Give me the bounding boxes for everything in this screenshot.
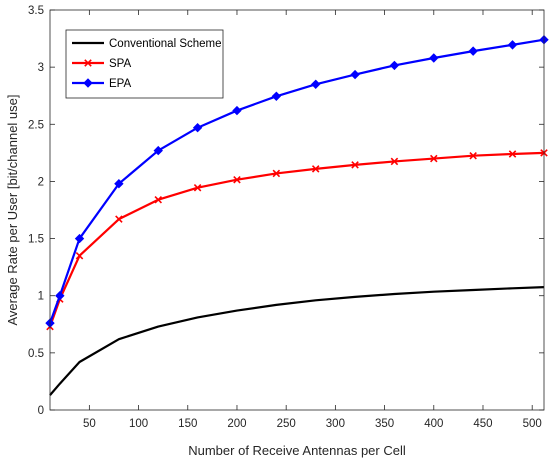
y-tick-label: 2.5: [28, 119, 44, 131]
series-conventional-scheme: [49, 286, 545, 396]
legend-swatch-marker: [84, 59, 92, 67]
data-point: [115, 215, 123, 223]
data-point: [114, 179, 124, 189]
data-point: [271, 91, 282, 101]
legend: Conventional Scheme SPA EPA: [65, 29, 224, 99]
data-point: [193, 183, 202, 192]
x-tick-label: 450: [473, 418, 492, 430]
legend-swatch-marker: [83, 78, 93, 88]
data-point: [153, 145, 163, 156]
data-point: [232, 105, 242, 116]
y-tick-label: 0: [38, 405, 44, 417]
legend-item: Conventional Scheme: [72, 38, 222, 50]
data-point: [74, 233, 85, 244]
y-axis-ticks: 0 0.5 1 1.5 2 2.5 3 3.5: [28, 5, 544, 417]
data-point-stroke-b: [430, 154, 438, 163]
data-point-stroke-b: [508, 150, 517, 158]
data-point: [469, 151, 477, 160]
legend-item: SPA: [72, 58, 131, 70]
data-point: [390, 157, 399, 166]
x-axis-label: Number of Receive Antennas per Cell: [188, 443, 406, 458]
series-layer: [45, 35, 549, 396]
data-point-stroke-b: [193, 183, 202, 192]
data-point-stroke-b: [311, 165, 320, 173]
y-tick-label: 1.5: [28, 234, 44, 246]
legend-swatch-marker-stroke-b: [84, 59, 92, 67]
data-point-stroke-b: [233, 175, 241, 184]
x-tick-label: 50: [83, 418, 96, 430]
data-point: [468, 46, 478, 56]
x-tick-label: 200: [227, 418, 246, 430]
data-point: [350, 69, 360, 80]
data-point: [233, 175, 241, 184]
y-tick-label: 1: [38, 291, 44, 303]
series-epa: [45, 35, 549, 328]
x-tick-label: 250: [277, 418, 296, 430]
data-point: [507, 40, 518, 50]
data-point-stroke-b: [75, 251, 84, 260]
x-tick-label: 400: [424, 418, 443, 430]
data-point: [508, 150, 517, 158]
data-point-stroke-b: [115, 215, 123, 223]
axes-box: [49, 9, 545, 411]
data-point: [311, 165, 320, 173]
data-point-stroke-b: [351, 161, 359, 169]
y-tick-label: 3: [38, 62, 44, 74]
x-tick-label: 350: [375, 418, 394, 430]
legend-item: EPA: [72, 78, 131, 90]
data-point: [351, 161, 359, 169]
data-point: [310, 79, 321, 89]
data-point: [429, 53, 439, 63]
y-tick-label: 0.5: [28, 348, 44, 360]
legend-items: Conventional Scheme SPA EPA: [72, 38, 222, 90]
data-point-stroke-b: [469, 151, 477, 160]
data-point-stroke-b: [390, 157, 399, 166]
y-axis-label: Average Rate per User [bit/channel use]: [5, 94, 20, 325]
series-line: [49, 286, 545, 396]
data-point: [154, 195, 163, 204]
y-tick-label: 2: [38, 176, 44, 188]
x-axis-ticks: 50 100 150 200 250 300 350 400 450 500: [83, 10, 542, 430]
data-point: [430, 154, 438, 163]
data-point: [192, 123, 203, 133]
data-point-stroke-b: [154, 195, 163, 204]
y-tick-label: 3.5: [28, 5, 44, 17]
legend-label: SPA: [109, 58, 131, 70]
legend-label: Conventional Scheme: [109, 38, 222, 50]
legend-label: EPA: [109, 78, 131, 90]
data-point-stroke-b: [272, 169, 281, 178]
data-point: [75, 251, 84, 260]
x-tick-label: 500: [523, 418, 542, 430]
data-point: [272, 169, 281, 178]
data-point: [389, 60, 400, 71]
x-tick-label: 300: [326, 418, 345, 430]
x-tick-label: 150: [178, 418, 197, 430]
x-tick-label: 100: [129, 418, 148, 430]
data-point: [55, 291, 65, 301]
